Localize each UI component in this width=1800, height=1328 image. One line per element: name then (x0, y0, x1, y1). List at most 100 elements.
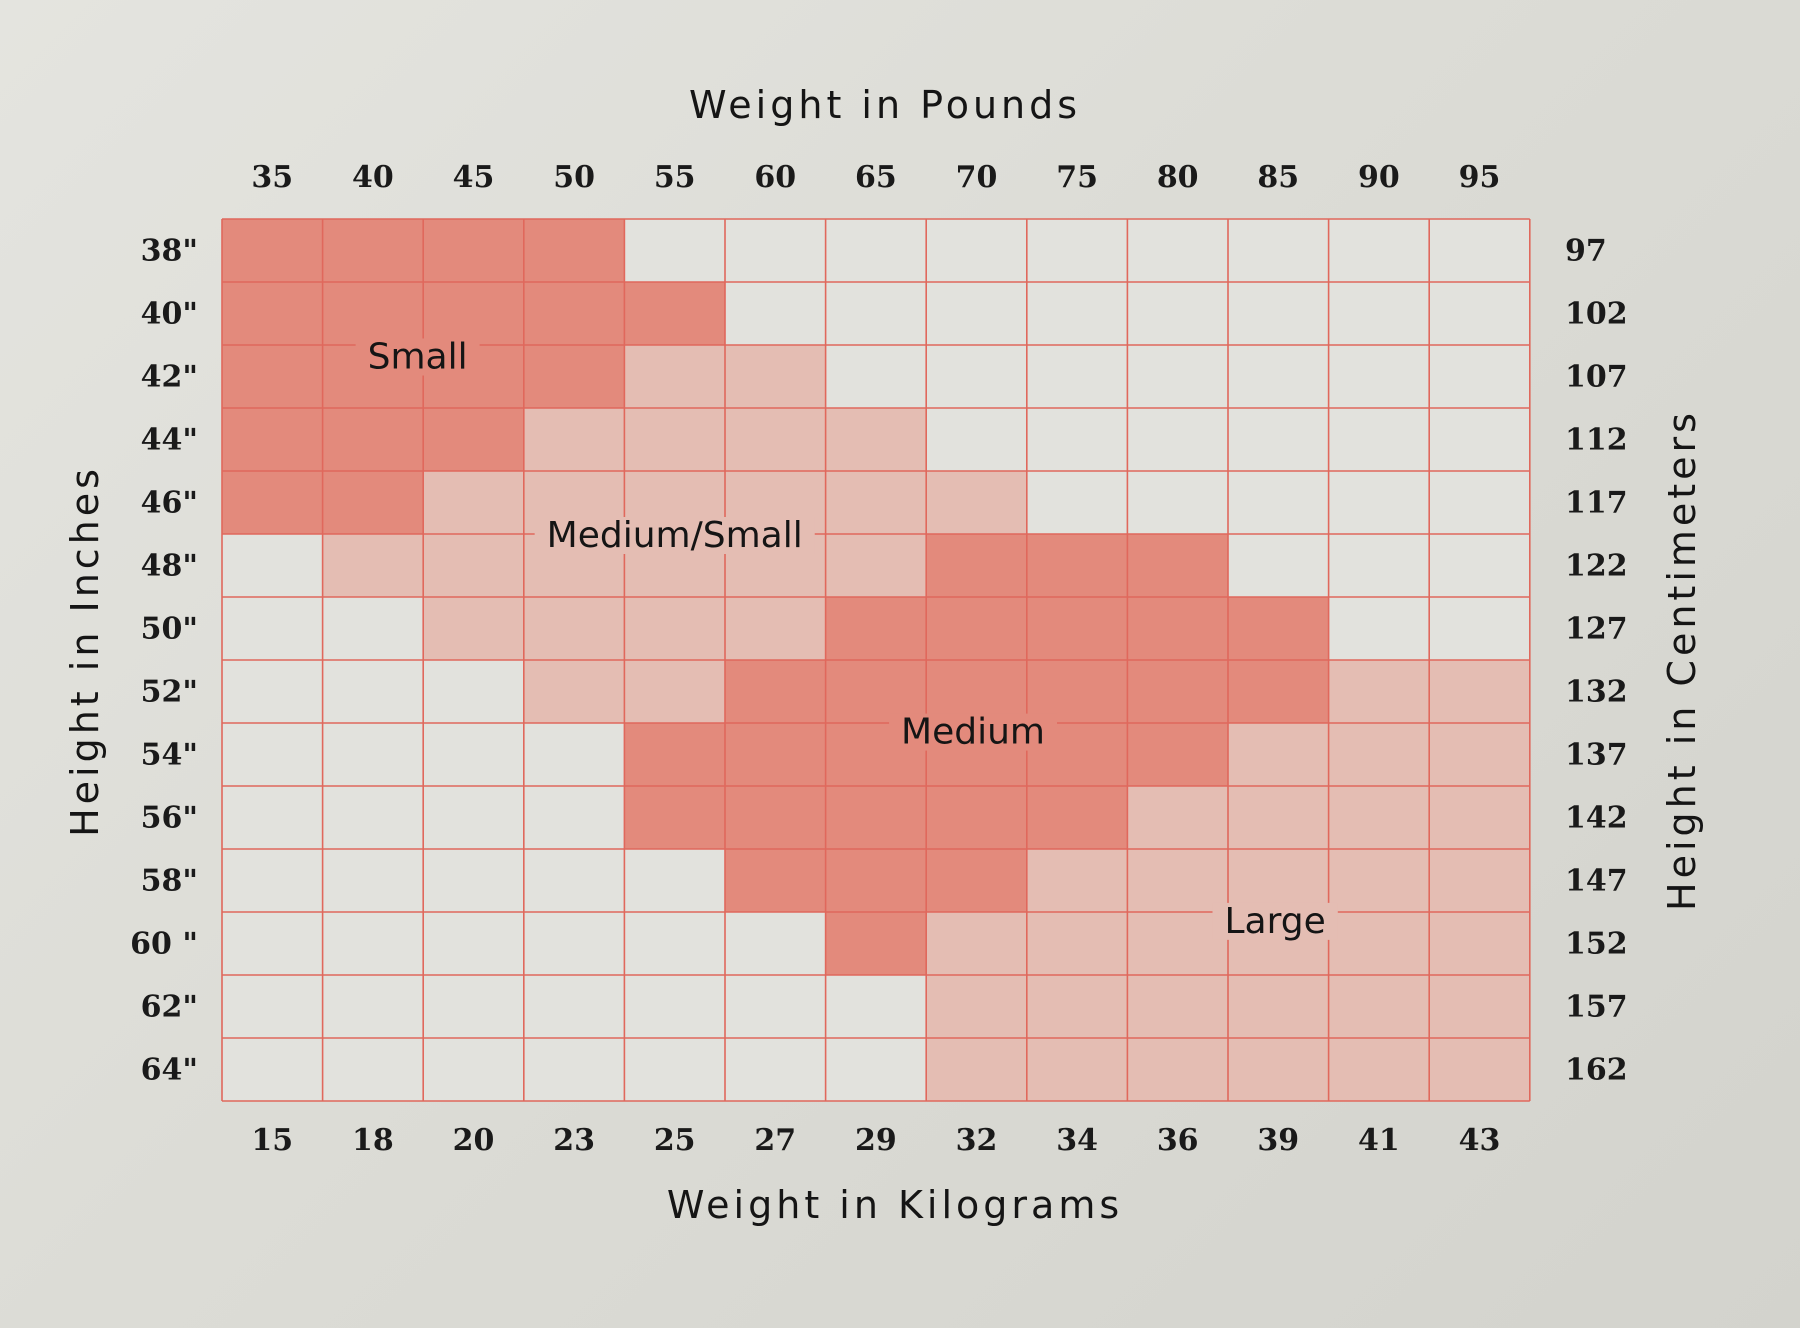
right-axis-title: Height in Centimeters (1660, 409, 1704, 911)
cell-empty (1127, 219, 1228, 282)
cell-medium (1228, 660, 1329, 723)
cell-empty (1026, 345, 1128, 408)
cell-large (1328, 786, 1430, 849)
cell-empty (725, 282, 826, 345)
tick-label-kilograms: 15 (251, 1123, 293, 1158)
cell-empty (523, 723, 625, 786)
cell-empty (1228, 471, 1329, 534)
cell-empty (322, 849, 424, 912)
size-label-small: Small (368, 337, 468, 378)
tick-label-pounds: 50 (553, 160, 595, 195)
cell-small (322, 282, 424, 345)
tick-label-centimeters: 142 (1565, 801, 1628, 836)
cell-medium (624, 786, 725, 849)
cell-empty (1328, 534, 1430, 597)
cell-empty (523, 849, 625, 912)
cell-large (926, 912, 1027, 975)
tick-label-centimeters: 127 (1565, 612, 1628, 647)
cell-empty (1429, 597, 1530, 660)
cell-large (1429, 849, 1530, 912)
weight-pounds-ticks: 35 40 45 50 55 60 65 70 75 80 85 90 95 (251, 160, 1500, 195)
cell-empty (322, 1038, 424, 1101)
cell-medium (1228, 597, 1329, 660)
tick-label-pounds: 75 (1056, 160, 1098, 195)
top-axis-title: Weight in Pounds (689, 83, 1081, 127)
tick-label-kilograms: 18 (352, 1123, 394, 1158)
bottom-axis-title: Weight in Kilograms (667, 1183, 1123, 1227)
tick-label-centimeters: 157 (1565, 990, 1628, 1025)
cell-large (1127, 912, 1228, 975)
tick-label-inches: 58" (141, 864, 198, 899)
tick-label-pounds: 55 (654, 160, 696, 195)
cell-medium-small (825, 471, 927, 534)
cell-empty (222, 597, 323, 660)
size-label-large: Large (1225, 901, 1326, 942)
cell-large (1429, 786, 1530, 849)
cell-empty (624, 849, 725, 912)
tick-label-kilograms: 20 (453, 1123, 495, 1158)
size-label-backdrop (355, 338, 480, 376)
cell-empty (322, 597, 424, 660)
cell-empty (322, 723, 424, 786)
tick-label-centimeters: 107 (1565, 360, 1628, 395)
cell-medium-small (322, 534, 424, 597)
cell-large (926, 975, 1027, 1038)
cell-medium (1026, 660, 1128, 723)
cell-medium (624, 723, 725, 786)
tick-label-centimeters: 117 (1565, 486, 1628, 521)
cell-empty (725, 219, 826, 282)
tick-label-pounds: 45 (453, 160, 495, 195)
height-inches-ticks: 38" 40" 42" 44" 46" 48" 50" 52" 54" 56" 58" 60 " 62"… (130, 234, 198, 1088)
cell-medium (926, 660, 1027, 723)
tick-label-kilograms: 34 (1056, 1123, 1098, 1158)
cell-medium-small (624, 660, 725, 723)
cell-empty (1228, 534, 1329, 597)
cell-empty (926, 408, 1027, 471)
cell-empty (1429, 471, 1530, 534)
cell-small (423, 219, 524, 282)
tick-label-pounds: 90 (1358, 160, 1400, 195)
cell-medium (725, 660, 826, 723)
cell-medium (926, 597, 1027, 660)
cell-medium (1127, 534, 1228, 597)
cell-small (222, 471, 323, 534)
cell-empty (1127, 345, 1228, 408)
cell-medium (926, 534, 1027, 597)
cell-large (1328, 975, 1430, 1038)
tick-label-inches: 54" (141, 738, 198, 773)
cell-empty (523, 1038, 625, 1101)
cell-medium (825, 660, 927, 723)
cell-empty (825, 975, 927, 1038)
tick-label-kilograms: 41 (1358, 1123, 1400, 1158)
tick-label-pounds: 80 (1157, 160, 1199, 195)
cell-empty (624, 975, 725, 1038)
cell-large (1026, 912, 1128, 975)
cell-medium-small (624, 597, 725, 660)
cell-empty (222, 723, 323, 786)
cell-small (423, 282, 524, 345)
tick-label-pounds: 35 (251, 160, 293, 195)
cell-empty (423, 975, 524, 1038)
cell-large (1429, 975, 1530, 1038)
cell-empty (1328, 219, 1430, 282)
cell-empty (624, 912, 725, 975)
cell-empty (1429, 219, 1530, 282)
tick-label-pounds: 60 (754, 160, 796, 195)
cell-empty (1328, 345, 1430, 408)
tick-label-centimeters: 147 (1565, 864, 1628, 899)
tick-label-inches: 44" (141, 423, 198, 458)
tick-label-kilograms: 29 (855, 1123, 897, 1158)
cell-medium-small (624, 408, 725, 471)
cell-empty (825, 345, 927, 408)
cell-empty (725, 1038, 826, 1101)
cell-empty (222, 660, 323, 723)
cell-empty (1026, 282, 1128, 345)
cell-small (624, 282, 725, 345)
cell-large (1026, 1038, 1128, 1101)
cell-large (1429, 660, 1530, 723)
cell-large (1127, 975, 1228, 1038)
cell-empty (1328, 471, 1430, 534)
weight-kilograms-ticks: 15 18 20 23 25 27 29 32 34 36 39 41 43 (251, 1123, 1500, 1158)
tick-label-pounds: 95 (1459, 160, 1501, 195)
cell-large (1429, 723, 1530, 786)
